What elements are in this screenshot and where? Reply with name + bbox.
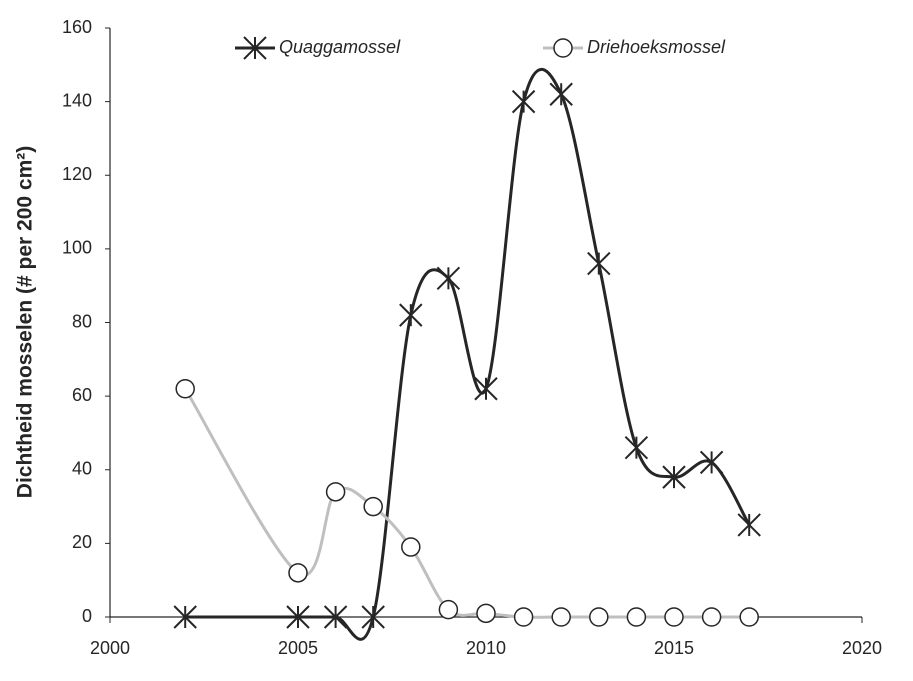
marker bbox=[363, 496, 383, 517]
marker bbox=[589, 607, 609, 627]
marker bbox=[662, 465, 686, 489]
marker bbox=[549, 82, 573, 106]
marker bbox=[551, 607, 571, 627]
marker bbox=[624, 435, 649, 460]
marker bbox=[175, 379, 195, 399]
y-tick-label: 80 bbox=[72, 311, 92, 331]
marker bbox=[699, 450, 724, 475]
marker bbox=[399, 303, 423, 327]
marker bbox=[288, 563, 308, 583]
legend-text: Quaggamossel bbox=[279, 37, 401, 57]
marker bbox=[664, 607, 684, 627]
marker bbox=[513, 607, 534, 627]
marker bbox=[626, 607, 647, 627]
y-tick-label: 160 bbox=[62, 17, 92, 37]
x-tick-label: 2015 bbox=[654, 638, 694, 658]
y-tick-label: 60 bbox=[72, 385, 92, 405]
marker bbox=[173, 605, 197, 629]
marker bbox=[325, 482, 346, 502]
marker bbox=[243, 36, 267, 60]
marker bbox=[361, 605, 385, 629]
marker bbox=[436, 266, 461, 291]
marker bbox=[587, 251, 611, 276]
y-tick-label: 120 bbox=[62, 164, 92, 184]
y-tick-label: 40 bbox=[72, 459, 92, 479]
marker bbox=[438, 599, 459, 620]
y-axis-title: Dichtheid mosselen (# per 200 cm²) bbox=[14, 146, 37, 498]
series-line bbox=[185, 67, 751, 641]
y-tick-label: 20 bbox=[72, 532, 92, 552]
y-tick-label: 0 bbox=[82, 606, 92, 626]
marker bbox=[401, 537, 421, 557]
x-tick-label: 2005 bbox=[278, 638, 318, 658]
y-tick-label: 140 bbox=[62, 90, 92, 110]
marker bbox=[701, 607, 722, 627]
marker bbox=[323, 605, 348, 629]
x-tick-label: 2000 bbox=[90, 638, 130, 658]
x-tick-label: 2010 bbox=[466, 638, 506, 658]
marker bbox=[474, 377, 498, 401]
marker bbox=[553, 38, 573, 58]
legend-text: Driehoeksmossel bbox=[587, 37, 726, 57]
marker bbox=[739, 607, 759, 627]
marker bbox=[737, 513, 761, 537]
marker bbox=[286, 605, 310, 629]
marker bbox=[476, 603, 496, 624]
marker bbox=[511, 89, 536, 114]
y-tick-label: 100 bbox=[62, 238, 92, 258]
series-line bbox=[183, 387, 750, 619]
x-tick-label: 2020 bbox=[842, 638, 882, 658]
